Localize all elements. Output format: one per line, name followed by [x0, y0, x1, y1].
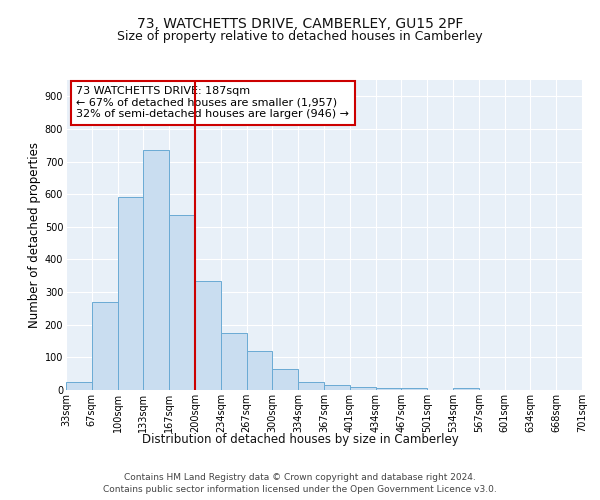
- Text: 73, WATCHETTS DRIVE, CAMBERLEY, GU15 2PF: 73, WATCHETTS DRIVE, CAMBERLEY, GU15 2PF: [137, 18, 463, 32]
- Bar: [350, 386, 376, 390]
- Bar: [247, 351, 272, 390]
- Y-axis label: Number of detached properties: Number of detached properties: [28, 142, 41, 328]
- Text: 73 WATCHETTS DRIVE: 187sqm
← 67% of detached houses are smaller (1,957)
32% of s: 73 WATCHETTS DRIVE: 187sqm ← 67% of deta…: [76, 86, 349, 120]
- Bar: [221, 333, 247, 390]
- Bar: [272, 369, 298, 390]
- Bar: [195, 280, 221, 390]
- Bar: [118, 198, 143, 390]
- Bar: [298, 382, 324, 390]
- Bar: [143, 150, 169, 390]
- Text: Distribution of detached houses by size in Camberley: Distribution of detached houses by size …: [142, 432, 458, 446]
- Bar: [169, 216, 195, 390]
- Bar: [92, 302, 118, 390]
- Bar: [376, 388, 401, 390]
- Bar: [453, 388, 479, 390]
- Bar: [324, 385, 350, 390]
- Text: Size of property relative to detached houses in Camberley: Size of property relative to detached ho…: [117, 30, 483, 43]
- Bar: [401, 388, 427, 390]
- Text: Contains HM Land Registry data © Crown copyright and database right 2024.
Contai: Contains HM Land Registry data © Crown c…: [103, 472, 497, 494]
- Bar: [66, 382, 92, 390]
